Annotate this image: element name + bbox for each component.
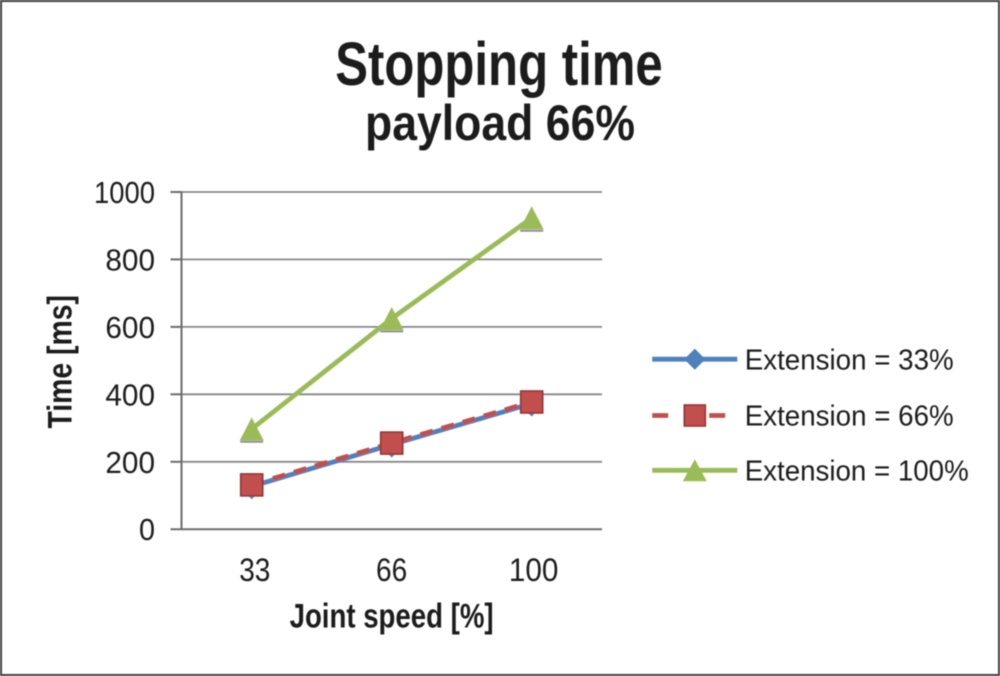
svg-text:0: 0 <box>139 512 155 547</box>
svg-text:1000: 1000 <box>94 175 155 210</box>
svg-text:200: 200 <box>105 445 155 480</box>
svg-text:Extension = 66%: Extension = 66% <box>745 401 954 433</box>
svg-text:Joint speed [%]: Joint speed [%] <box>290 598 494 636</box>
svg-text:Extension = 33%: Extension = 33% <box>745 344 954 376</box>
svg-text:400: 400 <box>105 377 155 412</box>
svg-text:600: 600 <box>105 310 155 345</box>
svg-text:Time [ms]: Time [ms] <box>42 295 80 429</box>
svg-text:66: 66 <box>376 552 407 588</box>
svg-text:Stopping time: Stopping time <box>335 30 663 98</box>
svg-text:100: 100 <box>509 552 559 588</box>
svg-text:payload 66%: payload 66% <box>365 94 635 151</box>
svg-text:Extension = 100%: Extension = 100% <box>745 456 969 488</box>
svg-text:800: 800 <box>105 242 155 277</box>
svg-text:33: 33 <box>239 552 270 588</box>
